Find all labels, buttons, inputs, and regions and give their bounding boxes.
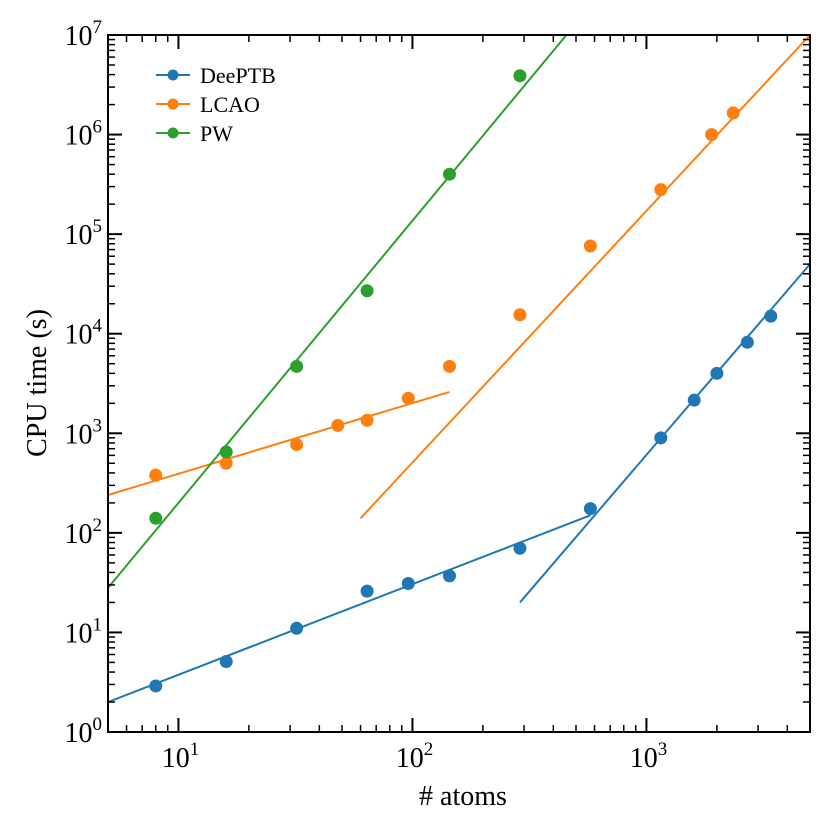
y-tick-label-base: 10 [65, 519, 93, 550]
legend-label: LCAO [200, 92, 260, 117]
x-tick-label: 101 [162, 739, 200, 774]
data-point-pw [219, 445, 233, 459]
y-tick-label-exp: 5 [93, 216, 103, 237]
x-tick-label-exp: 3 [658, 739, 668, 760]
fit-line-deeptb [107, 514, 591, 703]
data-point-deeptb [583, 502, 597, 516]
x-tick-label: 103 [630, 739, 668, 774]
data-point-lcao [726, 106, 740, 120]
y-tick-label: 101 [65, 614, 103, 649]
data-point-pw [290, 359, 304, 373]
fit-line-lcao [107, 391, 450, 496]
data-point-deeptb [710, 366, 724, 380]
data-point-pw [442, 167, 456, 181]
legend-entry-deeptb: DeePTB [156, 63, 276, 88]
legend-entry-pw: PW [156, 121, 233, 146]
x-tick-label-base: 10 [162, 743, 190, 774]
data-point-pw [360, 284, 374, 298]
legend: DeePTB LCAO PW [156, 63, 276, 146]
y-tick-label: 102 [65, 515, 103, 550]
data-point-deeptb [149, 679, 163, 693]
x-tick-label-exp: 2 [424, 739, 434, 760]
y-tick-label-exp: 6 [93, 117, 103, 138]
y-tick-label-exp: 2 [93, 515, 103, 536]
y-tick-label-base: 10 [65, 220, 93, 251]
data-point-deeptb [219, 655, 233, 669]
legend-marker [167, 127, 179, 139]
data-point-deeptb [764, 309, 778, 323]
data-point-lcao [290, 438, 304, 452]
x-tick-label-base: 10 [630, 743, 658, 774]
legend-label: PW [200, 121, 233, 146]
y-tick-label: 106 [65, 117, 103, 152]
data-point-lcao [331, 418, 345, 432]
y-tick-label-base: 10 [65, 320, 93, 351]
y-tick-label: 105 [65, 216, 103, 251]
legend-entry-lcao: LCAO [156, 92, 260, 117]
data-point-deeptb [290, 621, 304, 635]
y-tick-label-base: 10 [65, 21, 93, 52]
x-tick-labels: 101 102 103 [162, 739, 668, 774]
data-point-deeptb [513, 541, 527, 555]
data-point-lcao [401, 391, 415, 405]
data-point-deeptb [360, 584, 374, 598]
y-tick-label: 100 [65, 714, 103, 749]
legend-marker [167, 98, 179, 110]
y-tick-label: 104 [65, 316, 103, 351]
x-tick-label-exp: 1 [190, 739, 200, 760]
data-point-lcao [513, 308, 527, 322]
y-tick-label-base: 10 [65, 718, 93, 749]
x-axis-title: # atoms [419, 781, 507, 812]
data-point-lcao [219, 456, 233, 470]
data-points-layer [149, 69, 778, 693]
plot-frame [107, 34, 811, 733]
y-tick-label-base: 10 [65, 121, 93, 152]
data-point-lcao [442, 359, 456, 373]
y-tick-label-exp: 3 [93, 415, 103, 436]
y-tick-label-exp: 4 [93, 316, 103, 337]
x-tick-label: 102 [396, 739, 434, 774]
data-point-lcao [149, 468, 163, 482]
fit-line-lcao [359, 34, 811, 519]
y-tick-label: 107 [65, 17, 103, 52]
fit-line-pw [107, 34, 568, 589]
y-axis-title: CPU time (s) [22, 309, 53, 457]
legend-label: DeePTB [200, 63, 276, 88]
data-point-pw [149, 511, 163, 525]
data-point-pw [513, 69, 527, 83]
x-tick-label-base: 10 [396, 743, 424, 774]
axis-ticks-layer [107, 34, 811, 733]
data-point-lcao [654, 183, 668, 197]
y-tick-label-exp: 7 [93, 17, 103, 38]
y-tick-label-exp: 0 [93, 714, 103, 735]
y-tick-label-base: 10 [65, 618, 93, 649]
legend-marker [167, 69, 179, 81]
y-tick-label: 103 [65, 415, 103, 450]
data-point-lcao [705, 128, 719, 142]
data-point-deeptb [687, 393, 701, 407]
data-point-deeptb [654, 431, 668, 445]
data-point-deeptb [740, 335, 754, 349]
y-tick-label-exp: 1 [93, 614, 103, 635]
y-tick-label-base: 10 [65, 419, 93, 450]
data-point-deeptb [442, 569, 456, 583]
data-point-lcao [360, 413, 374, 427]
data-point-lcao [583, 239, 597, 253]
data-point-deeptb [401, 577, 415, 591]
